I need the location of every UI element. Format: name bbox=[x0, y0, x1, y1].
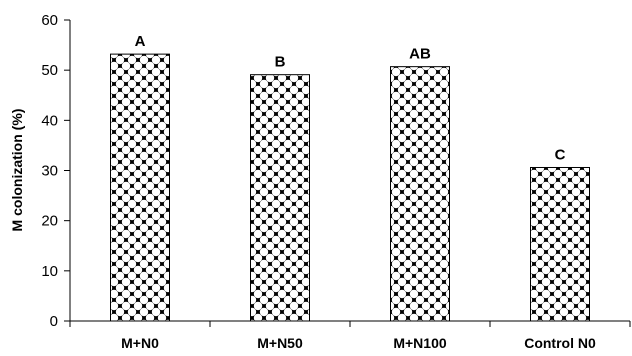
y-tick-label: 0 bbox=[50, 313, 58, 330]
significance-label: AB bbox=[409, 46, 431, 63]
y-tick-label: 60 bbox=[41, 12, 58, 29]
bar-m-n0 bbox=[110, 53, 170, 322]
y-tick-label: 30 bbox=[41, 163, 58, 180]
y-axis-title: M colonization (%) bbox=[9, 109, 25, 232]
bar-control-n0 bbox=[530, 166, 590, 322]
bar-m-n50 bbox=[250, 74, 310, 322]
significance-label: A bbox=[135, 33, 146, 50]
x-category-label: M+N100 bbox=[393, 335, 447, 351]
bar-m-n100 bbox=[390, 66, 450, 322]
y-tick-label: 10 bbox=[41, 263, 58, 280]
x-category-label: M+N50 bbox=[257, 335, 303, 351]
x-category-label: Control N0 bbox=[524, 335, 596, 351]
significance-label: C bbox=[555, 146, 566, 163]
x-category-label: M+N0 bbox=[121, 335, 159, 351]
y-tick-label: 40 bbox=[41, 112, 58, 129]
significance-label: B bbox=[275, 54, 286, 71]
y-tick-label: 50 bbox=[41, 62, 58, 79]
y-tick-label: 20 bbox=[41, 213, 58, 230]
